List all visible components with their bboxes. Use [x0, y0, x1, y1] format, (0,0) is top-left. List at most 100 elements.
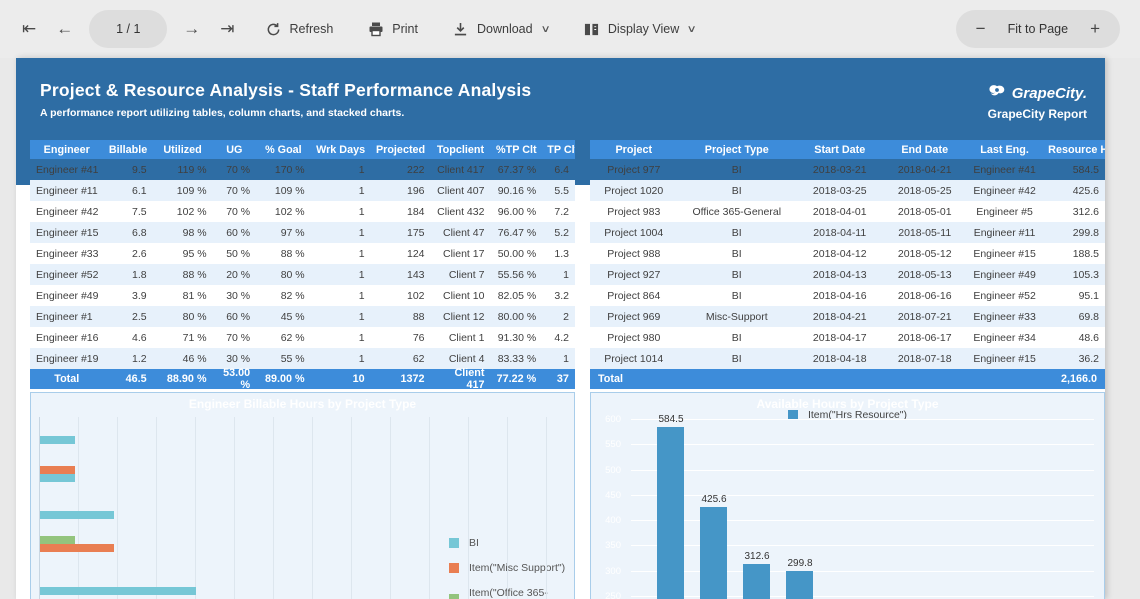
table-cell: 6.4 [554, 163, 569, 176]
y-axis-tick-label: 550 [605, 439, 621, 450]
gridline [156, 417, 157, 599]
table-row: Engineer #49 3.9 81 % 30 % 82 % 1 102 Client 10… [30, 285, 575, 306]
column-header: Start Date [814, 143, 866, 156]
table-cell: 1 [542, 264, 575, 285]
table-cell: Engineer #15 [965, 348, 1044, 369]
refresh-icon [265, 20, 283, 38]
stacked-bar-segment[interactable] [40, 544, 114, 552]
table-cell: Client 432 [437, 205, 485, 218]
total-cell: Client 417 [454, 367, 485, 391]
refresh-button[interactable]: Refresh [255, 12, 344, 46]
table-cell: 50 % [226, 247, 251, 260]
table-cell: 1.3 [554, 247, 569, 260]
table-cell: BI [677, 180, 796, 201]
legend-swatch-icon [787, 410, 798, 420]
stacked-bar-chart: Engineer Billable Hours by Project Type … [30, 392, 575, 599]
table-row: Project 980 BI 2018-04-17 2018-06-17 Enginee… [590, 327, 1105, 348]
viewer-toolbar: ⇤ ← 1 / 1 → ⇥ Refresh Print Download ∨ D… [0, 0, 1140, 58]
column-bar[interactable] [786, 571, 813, 599]
table-cell: 83.33 % [490, 348, 543, 369]
zoom-out-button[interactable]: − [975, 19, 986, 38]
table-cell: 5.5 [542, 180, 575, 201]
stacked-bar-segment[interactable] [40, 474, 75, 482]
table-cell: Project 1014 [590, 348, 678, 369]
table-row: Project 864 BI 2018-04-16 2018-06-16 Enginee… [590, 285, 1105, 306]
table-cell: 2018-04-18 [795, 348, 884, 369]
table-cell: Client 7 [430, 264, 491, 285]
gridline [273, 417, 274, 599]
bar-data-label: 299.8 [787, 558, 813, 569]
zoom-mode-label[interactable]: Fit to Page [1007, 22, 1069, 36]
table-cell: 2018-06-17 [897, 331, 952, 344]
gridline [631, 596, 1094, 597]
table-row: Project 983 Office 365-General 2018-04-01 2… [590, 201, 1105, 222]
column-chart-title: Available Hours by Project Type [756, 397, 939, 411]
table-cell: Project 980 [607, 331, 661, 344]
table-row: Engineer #42 7.5 102 % 70 % 102 % 1 184 Client … [30, 201, 575, 222]
table-cell: 2.5 [103, 306, 153, 327]
table-cell: Client 17 [443, 247, 485, 260]
table-cell: 1.2 [103, 348, 153, 369]
gridline [631, 571, 1094, 572]
column-bar[interactable] [657, 427, 684, 599]
table-cell: 109 % [256, 180, 311, 201]
table-cell: Office 365-General [692, 205, 782, 218]
table-row: Engineer #15 6.8 98 % 60 % 97 % 1 175 Client 47… [30, 222, 575, 243]
total-cell: 53.00 % [223, 367, 251, 391]
report-header-band: Project & Resource Analysis - Staff Perf… [16, 58, 1105, 185]
column-bar[interactable] [700, 507, 727, 599]
table-cell: Project 927 [590, 264, 678, 285]
stacked-bar-segment[interactable] [40, 466, 75, 474]
total-cell: 89.00 % [265, 373, 305, 385]
gridline [390, 417, 391, 599]
display-view-icon [583, 20, 601, 38]
table-cell: 1 [310, 264, 371, 285]
gridline [631, 545, 1094, 546]
report-page: Project & Resource Analysis - Staff Perf… [16, 58, 1105, 599]
bar-data-label: 312.6 [744, 551, 770, 562]
engineers-total-row: Total 46.5 88.90 % 53.00 % 89.00 % 10 1372 Clie… [30, 367, 575, 391]
table-cell: 62 % [280, 331, 305, 344]
table-cell: 3.9 [132, 289, 147, 302]
gridline [631, 495, 1094, 496]
page-indicator[interactable]: 1 / 1 [89, 10, 168, 48]
download-button[interactable]: Download ∨ [442, 12, 559, 46]
table-row: Engineer #1 2.5 80 % 60 % 45 % 1 88 Client 12 80… [30, 306, 575, 327]
table-cell: Project 864 [607, 289, 661, 302]
legend-swatch-icon [449, 594, 459, 599]
table-cell: Engineer #19 [30, 348, 104, 369]
table-cell: 1 [542, 348, 575, 369]
table-cell: Client 10 [443, 289, 485, 302]
table-cell: Engineer #42 [36, 205, 99, 218]
last-page-button[interactable]: ⇥ [210, 11, 244, 47]
stacked-bar-segment[interactable] [40, 436, 75, 444]
print-button[interactable]: Print [357, 12, 428, 46]
table-cell: 2018-03-21 [812, 163, 867, 176]
table-cell: 2018-05-01 [897, 205, 952, 218]
column-header: Project Type [704, 143, 769, 156]
table-cell: 45 % [256, 306, 311, 327]
table-cell: BI [677, 264, 796, 285]
table-cell: 81 % [182, 289, 207, 302]
table-cell: 2018-05-11 [883, 222, 966, 243]
table-cell: 69.8 [1043, 306, 1105, 327]
column-bar[interactable] [743, 564, 770, 599]
table-cell: 80 % [152, 306, 213, 327]
first-page-button[interactable]: ⇤ [12, 11, 46, 47]
legend-label: Item("Office 365-General") [469, 587, 548, 599]
projects-total-label: Total [598, 373, 623, 385]
stacked-bar-segment[interactable] [40, 536, 75, 544]
table-cell: 2018-03-25 [795, 180, 884, 201]
stacked-bar-segment[interactable] [40, 511, 114, 519]
column-header: %TP Clt [496, 143, 537, 156]
zoom-in-button[interactable]: + [1090, 19, 1100, 38]
display-view-button[interactable]: Display View ∨ [573, 12, 706, 46]
table-cell: Engineer #1 [30, 306, 104, 327]
y-axis-tick-label: 250 [605, 591, 621, 599]
table-cell: 30 % [226, 289, 251, 302]
prev-page-button[interactable]: ← [46, 11, 83, 47]
table-cell: 2018-07-21 [883, 306, 966, 327]
next-page-button[interactable]: → [173, 11, 210, 47]
stacked-bar-segment[interactable] [40, 587, 196, 595]
